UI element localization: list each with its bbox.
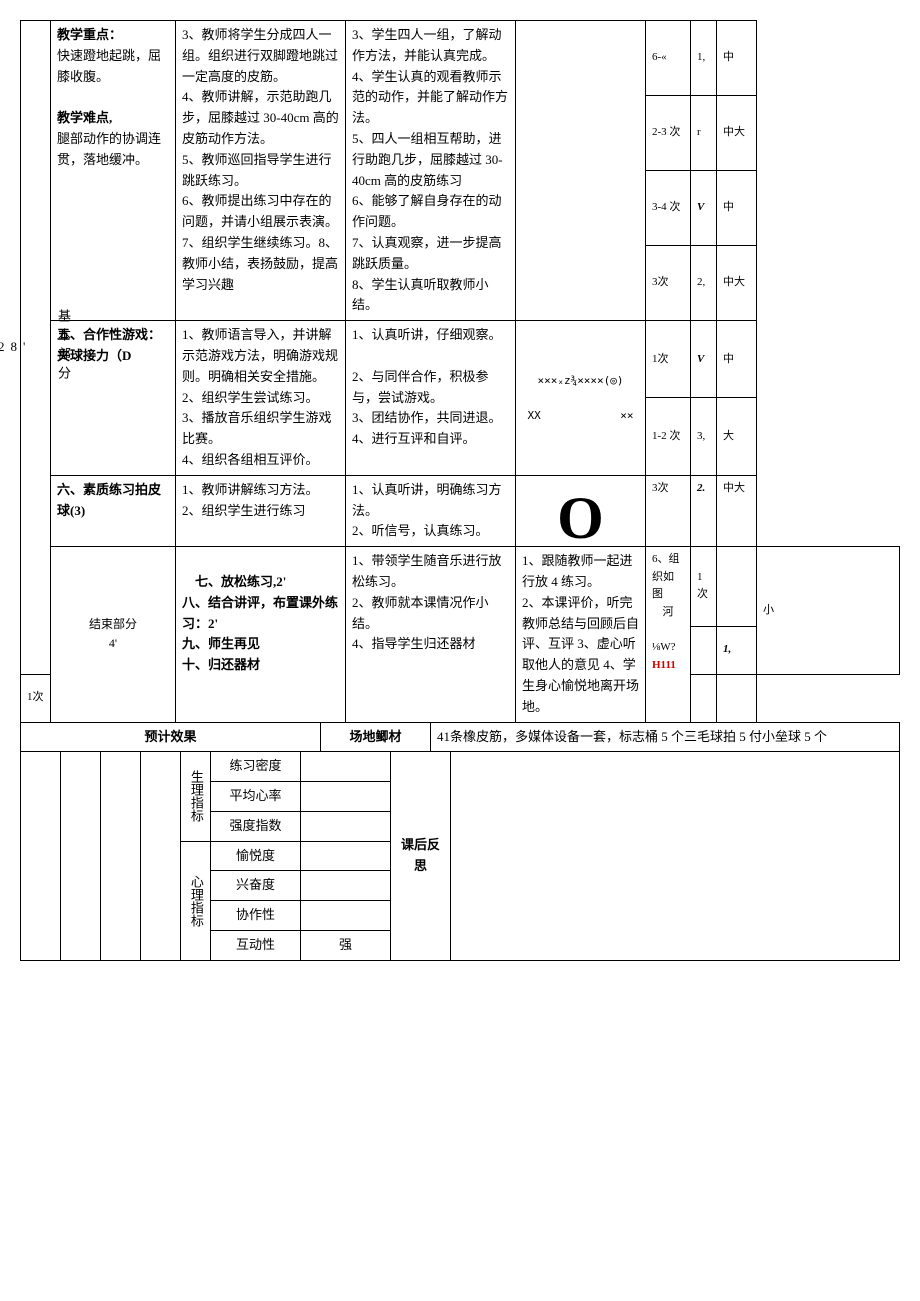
organization-3: O (516, 475, 646, 546)
times-1d: 3次 (646, 246, 691, 321)
section-label-end: 结束部分 4' (51, 547, 176, 722)
field-equipment-label: 场地鲫材 (321, 722, 431, 752)
teacher-activity-end: 1、带领学生随音乐进行放松练习。 2、教师就本课情况作小结。 4、指导学生归还器… (346, 547, 516, 722)
times-1a: 6-« (646, 21, 691, 96)
times-e3: 1次 (21, 674, 51, 722)
activity-3-title-text: 六、素质练习拍皮球(3) (57, 482, 161, 518)
intensity-3: 中大 (717, 475, 757, 546)
reflect-label: 课后反思 (391, 752, 451, 961)
psy-row-2: 协作性 (211, 901, 301, 931)
end-label: 结束部分 (89, 617, 137, 631)
intensity-1c: 中 (717, 171, 757, 246)
end-time: 4' (109, 636, 117, 650)
intensity-1b: 中大 (717, 96, 757, 171)
phys-row-0: 练习密度 (211, 752, 301, 782)
intensity-1a: 中 (717, 21, 757, 96)
psy-row-0: 愉悦度 (211, 841, 301, 871)
end-org-3b: H111 (652, 659, 676, 671)
psy-val-1 (301, 871, 391, 901)
expected-effect-label: 预计效果 (21, 722, 321, 752)
psy-val-0 (301, 841, 391, 871)
end-title-text: 七、放松练习,2' 八、结合讲评，布置课外练习：2' 九、师生再见 十、归还器材 (182, 574, 338, 672)
teacher-activity-2: 1、教师语言导入，并讲解示范游戏方法，明确游戏规则。明确相关安全措施。 2、组织… (176, 321, 346, 476)
section-label-basic: 基本部分 28' (21, 21, 51, 675)
end-activities-title: 七、放松练习,2' 八、结合讲评，布置课外练习：2' 九、师生再见 十、归还器材 (176, 547, 346, 722)
psy-val-2 (301, 901, 391, 931)
phys-val-2 (301, 811, 391, 841)
psychology-label: 心理指标 (181, 841, 211, 960)
intensity-2a: 中 (717, 321, 757, 398)
diff-text: 腿部动作的协调连贯，落地缓冲。 (57, 129, 169, 171)
reflect-value (451, 752, 900, 961)
student-activity-3: 1、认真听讲，明确练习方法。 2、听信号，认真练习。 (346, 475, 516, 546)
physiology-label: 生理指标 (181, 752, 211, 841)
diff-title: 教学难点, (57, 108, 169, 129)
key-text: 快速蹬地起跳，屈膝收腹。 (57, 46, 169, 88)
end-org-3a: ⅛W? (652, 641, 676, 653)
organization-2: ×××ₓz¾××××(◎) XX ×× (516, 321, 646, 476)
activity-3-title: 六、素质练习拍皮球(3) (51, 475, 176, 546)
col7-3: 2. (691, 475, 717, 546)
col7-1c: V (691, 171, 717, 246)
end-org-1: 6、组织如图 (652, 551, 684, 604)
times-2b: 1-2 次 (646, 398, 691, 475)
intensity-e3 (717, 674, 757, 722)
teaching-keypoints: 教学重点： 快速蹬地起跳，屈膝收腹。 教学难点, 腿部动作的协调连贯，落地缓冲。 (51, 21, 176, 321)
student-activity-end: 1、跟随教师一起进行放 4 练习。 2、本课评价，听完教师总结与回顾后自评、互评… (516, 547, 646, 722)
field-equipment-value: 41条橡皮筋，多媒体设备一套，标志桶 5 个三毛球拍 5 付小垒球 5 个 (431, 722, 900, 752)
indicators-table: 生理指标 练习密度 课后反思 平均心率 强度指数 心理指标 愉悦度 兴奋度 协作… (20, 751, 900, 961)
intensity-2b: 大 (717, 398, 757, 475)
col7-2a: V (691, 321, 717, 398)
col7-e3 (691, 674, 717, 722)
times-3: 3次 (646, 475, 691, 546)
activity-2-title-text: 五、合作性游戏：夹球接力（D (57, 327, 161, 363)
blank-3 (101, 752, 141, 961)
big-o-symbol: O (557, 485, 604, 551)
phys-row-1: 平均心率 (211, 782, 301, 812)
times-1b: 2-3 次 (646, 96, 691, 171)
psy-row-1: 兴奋度 (211, 871, 301, 901)
blank-2 (61, 752, 101, 961)
section-time: 28' (0, 337, 31, 358)
phys-row-2: 强度指数 (211, 811, 301, 841)
psy-row-3: 互动性 (211, 931, 301, 961)
student-activity-1: 3、学生四人一组，了解动作方法，并能认真完成。 4、学生认真的观看教师示范的动作… (346, 21, 516, 321)
times-e1: 1次 (691, 547, 717, 627)
org2-line2: XX ×× (522, 407, 639, 425)
col7-1a: 1, (691, 21, 717, 96)
col7-e1 (717, 547, 757, 627)
times-2a: 1次 (646, 321, 691, 398)
teacher-activity-3: 1、教师讲解练习方法。 2、组织学生进行练习 (176, 475, 346, 546)
times-1c: 3-4 次 (646, 171, 691, 246)
blank-4 (141, 752, 181, 961)
lesson-plan-table: 基本部分 28' 教学重点： 快速蹬地起跳，屈膝收腹。 教学难点, 腿部动作的协… (20, 20, 900, 723)
times-e2 (691, 626, 717, 674)
organization-end: 6、组织如图 河 ⅛W? H111 (646, 547, 691, 722)
col7-2b: 3, (691, 398, 717, 475)
activity-2-title: 五、合作性游戏：夹球接力（D (51, 321, 176, 476)
footer-table-top: 预计效果 场地鲫材 41条橡皮筋，多媒体设备一套，标志桶 5 个三毛球拍 5 付… (20, 722, 900, 753)
key-title: 教学重点： (57, 25, 169, 46)
intensity-1d: 中大 (717, 246, 757, 321)
org2-line1: ×××ₓz¾××××(◎) (522, 372, 639, 390)
phys-val-0 (301, 752, 391, 782)
teacher-activity-1: 3、教师将学生分成四人一组。组织进行双脚蹬地跳过一定高度的皮筋。 4、教师讲解，… (176, 21, 346, 321)
blank-1 (21, 752, 61, 961)
intensity-e: 小 (757, 547, 900, 674)
col7-1b: r (691, 96, 717, 171)
col7-e2: 1, (717, 626, 757, 674)
phys-val-1 (301, 782, 391, 812)
organization-1 (516, 21, 646, 321)
end-org-2: 河 (652, 604, 684, 622)
student-activity-2: 1、认真听讲，仔细观察。 2、与同伴合作，积极参与，尝试游戏。 3、团结协作，共… (346, 321, 516, 476)
col7-1d: 2, (691, 246, 717, 321)
psy-val-3: 强 (301, 931, 391, 961)
